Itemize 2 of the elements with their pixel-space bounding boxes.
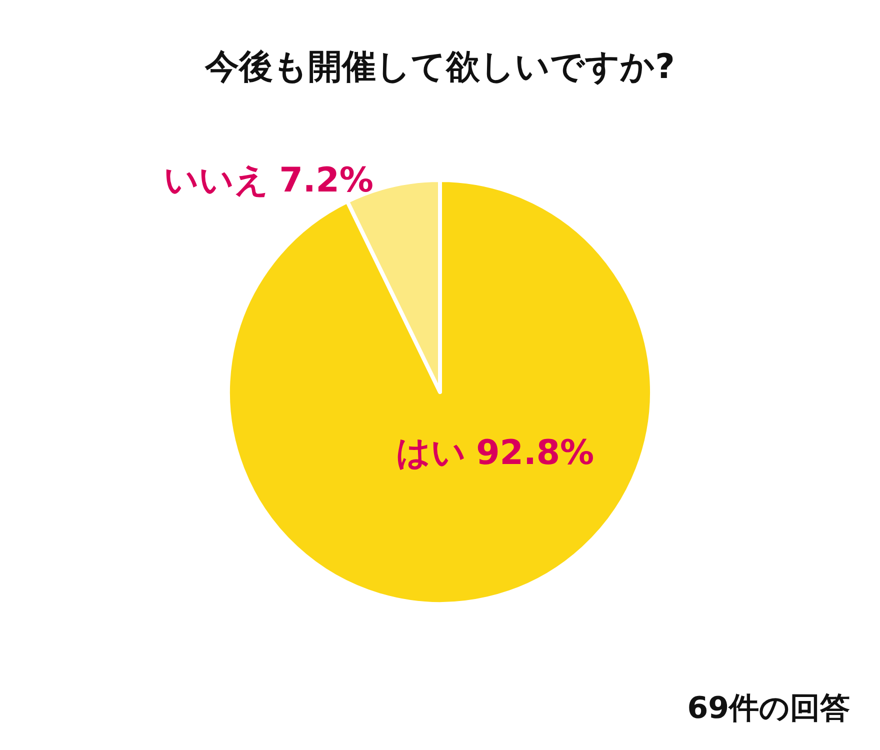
text: 69件の回答 — [687, 691, 850, 726]
chart-title: 今後も開催して欲しいですか? — [204, 47, 675, 87]
